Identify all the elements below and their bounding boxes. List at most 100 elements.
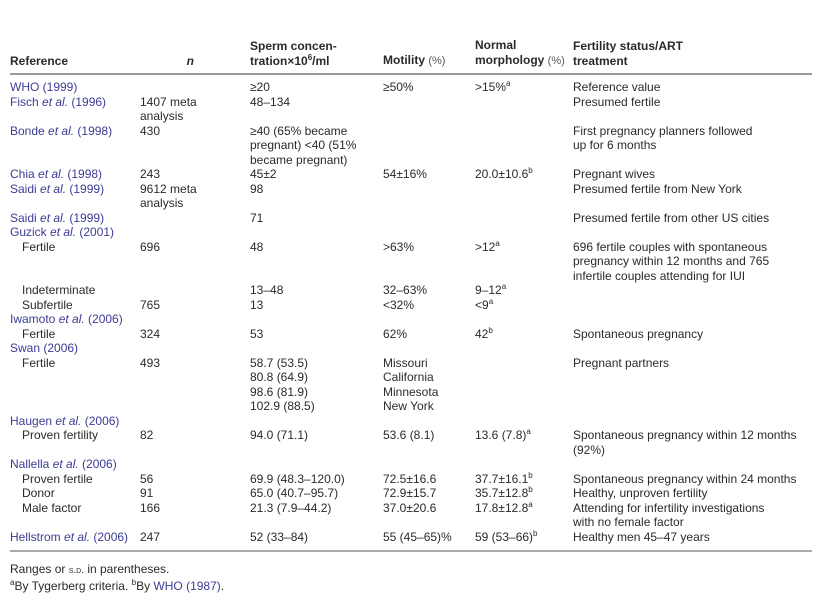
motility-cell: Missouri California Minnesota New York bbox=[383, 356, 475, 414]
reference-link[interactable]: Guzick et al. (2001) bbox=[10, 225, 114, 239]
status-cell bbox=[573, 414, 812, 429]
morphology-cell bbox=[475, 182, 573, 211]
header-status-line2: treatment bbox=[573, 54, 628, 68]
header-concentration-line2: tration×10 bbox=[250, 54, 308, 68]
reference-cell: Hellstrom et al. (2006) bbox=[10, 530, 140, 545]
reference-link[interactable]: Nallella et al. (2006) bbox=[10, 457, 117, 471]
reference-etal: et al. bbox=[58, 312, 85, 326]
header-reference-label: Reference bbox=[10, 54, 69, 68]
reference-link[interactable]: Chia et al. (1998) bbox=[10, 167, 102, 181]
reference-link[interactable]: Saidi et al. (1999) bbox=[10, 182, 104, 196]
motility-cell bbox=[383, 457, 475, 472]
reference-link[interactable]: Fisch et al. (1996) bbox=[10, 95, 106, 109]
n-cell bbox=[140, 414, 250, 429]
table-row: Fertile 493 58.7 (53.5) 80.8 (64.9) 98.6 (… bbox=[10, 356, 812, 414]
reference-etal: et al. bbox=[40, 181, 67, 196]
reference-etal: et al. bbox=[48, 123, 75, 138]
header-morphology-line2: morphology bbox=[475, 53, 545, 67]
status-cell-value: Presumed fertile from New York bbox=[573, 181, 742, 196]
subgroup-label: Proven fertility bbox=[22, 428, 99, 442]
concentration-cell-value: 52 (33–84) bbox=[250, 529, 309, 544]
n-cell: 82 bbox=[140, 428, 250, 457]
reference-author: Haugen bbox=[10, 413, 56, 428]
morphology-cell bbox=[475, 312, 573, 327]
header-n-label: n bbox=[186, 54, 194, 68]
morphology-cell-value: 13.6 (7.8) bbox=[475, 428, 527, 442]
n-cell bbox=[140, 312, 250, 327]
motility-cell: 72.9±15.7 bbox=[383, 486, 475, 501]
concentration-cell: 48 bbox=[250, 240, 383, 284]
reference-link[interactable]: Saidi et al. (1999) bbox=[10, 211, 104, 225]
table-container: Reference n Sperm concen-tration×106/ml … bbox=[10, 38, 812, 552]
motility-cell-value: 55 (45–65)% bbox=[383, 529, 452, 544]
status-cell: Healthy men 45–47 years bbox=[573, 530, 812, 545]
motility-cell-value: 53.6 (8.1) bbox=[383, 428, 435, 442]
n-cell-value: 493 bbox=[140, 355, 161, 370]
status-cell-value: Attending for infertility investigations… bbox=[573, 500, 765, 530]
subgroup-label: Indeterminate bbox=[22, 283, 96, 297]
who-1987-link[interactable]: WHO (1987) bbox=[153, 578, 221, 593]
motility-cell bbox=[383, 414, 475, 429]
reference-year: (2006) bbox=[84, 312, 123, 326]
morphology-cell: 20.0±10.6b bbox=[475, 167, 573, 182]
table-row: Proven fertile 56 69.9 (48.3–120.0) 72.5±16… bbox=[10, 471, 812, 487]
n-cell: 9612 meta analysis bbox=[140, 182, 250, 211]
status-cell: Presumed fertile bbox=[573, 95, 812, 124]
status-cell bbox=[573, 283, 812, 298]
motility-cell-value: ≥50% bbox=[383, 80, 414, 94]
reference-author: Saidi bbox=[10, 210, 41, 225]
reference-cell: Bonde et al. (1998) bbox=[10, 124, 140, 168]
reference-cell: WHO (1999) bbox=[10, 74, 140, 95]
motility-cell bbox=[383, 95, 475, 124]
n-cell bbox=[140, 457, 250, 472]
table-row: Guzick et al. (2001) bbox=[10, 225, 812, 240]
table-row: Hellstrom et al. (2006) 247 52 (33–84) 55 (… bbox=[10, 529, 812, 545]
table-row: Fertile 696 48 >63% >12a 696 fertile couples … bbox=[10, 239, 812, 284]
concentration-cell-value: 98 bbox=[250, 181, 264, 196]
reference-year: (2006) bbox=[78, 457, 117, 471]
header-motility-unit: (%) bbox=[428, 55, 446, 67]
morphology-footnote-marker: a bbox=[506, 79, 511, 88]
concentration-cell-value: 45±2 bbox=[250, 167, 277, 181]
reference-link[interactable]: Hellstrom et al. (2006) bbox=[10, 530, 128, 544]
n-cell bbox=[140, 283, 250, 298]
motility-cell: ≥50% bbox=[383, 74, 475, 95]
reference-link[interactable]: Swan (2006) bbox=[10, 341, 78, 355]
reference-author: Nallella bbox=[10, 457, 53, 471]
n-cell-value: 166 bbox=[140, 500, 161, 515]
concentration-cell-value: 53 bbox=[250, 326, 264, 341]
reference-author: Bonde bbox=[10, 123, 49, 138]
status-cell-value: Spontaneous pregnancy bbox=[573, 326, 704, 341]
footnote-text: in parentheses. bbox=[83, 562, 170, 576]
n-cell bbox=[140, 211, 250, 226]
morphology-footnote-marker: a bbox=[526, 427, 531, 436]
motility-cell-value: 62% bbox=[383, 326, 408, 341]
concentration-cell bbox=[250, 414, 383, 429]
concentration-cell-value: 69.9 (48.3–120.0) bbox=[250, 471, 345, 486]
table-row: Fisch et al. (1996) 1407 meta analysis 48–… bbox=[10, 95, 812, 124]
status-cell-value: Reference value bbox=[573, 80, 661, 94]
bottom-rule bbox=[10, 544, 812, 552]
status-cell: Attending for infertility investigations… bbox=[573, 501, 812, 530]
reference-author: Iwamoto bbox=[10, 312, 59, 326]
status-cell-value: Presumed fertile bbox=[573, 94, 661, 109]
status-cell-value: First pregnancy planners followed up for… bbox=[573, 123, 753, 153]
morphology-cell bbox=[475, 211, 573, 226]
concentration-cell-value: 13–48 bbox=[250, 283, 284, 297]
n-cell-value: 9612 meta analysis bbox=[140, 181, 197, 211]
motility-cell-value: 72.5±16.6 bbox=[383, 471, 437, 486]
table-row: WHO (1999) ≥20 ≥50% >15%a Reference value bbox=[10, 74, 812, 95]
table-row: Bonde et al. (1998) 430 ≥40 (65% became pr… bbox=[10, 124, 812, 168]
reference-link[interactable]: Iwamoto et al. (2006) bbox=[10, 312, 123, 326]
n-cell: 765 bbox=[140, 298, 250, 313]
n-cell-value: 91 bbox=[140, 486, 154, 500]
reference-link[interactable]: WHO (1999) bbox=[10, 80, 77, 94]
reference-year: (1998) bbox=[74, 123, 113, 138]
n-cell bbox=[140, 341, 250, 356]
reference-link[interactable]: Bonde et al. (1998) bbox=[10, 124, 112, 138]
subgroup-label: Proven fertile bbox=[22, 471, 93, 486]
n-cell: 166 bbox=[140, 501, 250, 530]
reference-link[interactable]: Haugen et al. (2006) bbox=[10, 414, 119, 428]
morphology-cell: >15%a bbox=[475, 74, 573, 95]
motility-cell bbox=[383, 312, 475, 327]
